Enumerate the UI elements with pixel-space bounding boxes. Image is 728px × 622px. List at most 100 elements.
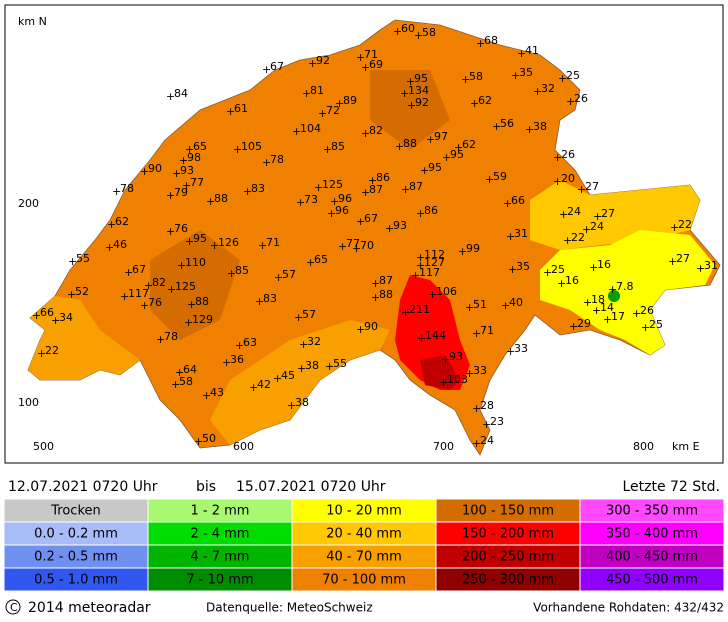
station-marker: + [105,241,114,254]
station-value: 90 [364,320,378,333]
station-marker: + [407,99,416,112]
station-value: 88 [195,295,209,308]
station-marker: + [577,183,586,196]
station-value: 88 [214,192,228,205]
station-value: 52 [75,285,89,298]
station-value: 95 [450,148,464,161]
station-marker: + [338,240,347,253]
station-marker: + [472,327,481,340]
station-marker: + [395,140,404,153]
region-south [210,320,390,445]
station-value: 25 [649,318,663,331]
station-marker: + [557,277,566,290]
station-value: 67 [364,212,378,225]
station-marker: + [194,435,203,448]
station-value: 79 [174,186,188,199]
station-value: 67 [132,263,146,276]
station-value: 63 [243,336,257,349]
station-value: 127 [424,256,445,269]
station-marker: + [273,372,282,385]
station-value: 144 [425,329,446,342]
station-value: 71 [480,324,494,337]
station-marker: + [243,185,252,198]
station-marker: + [393,25,402,38]
station-marker: + [406,75,415,88]
legend-label: 250 - 300 mm [462,573,554,588]
station-marker: + [356,215,365,228]
station-marker: + [441,353,450,366]
station-value: 78 [120,182,134,195]
axis-label: 700 [433,440,454,453]
station-marker: + [327,207,336,220]
station-marker: + [258,239,267,252]
station-marker: + [297,362,306,375]
station-value: 25 [566,69,580,82]
station-value: 77 [190,176,204,189]
period-from: 12.07.2021 0720 Uhr [8,479,158,495]
station-marker: + [454,141,463,154]
station-value: 83 [251,182,265,195]
station-value: 76 [148,296,162,309]
station-marker: + [492,120,501,133]
station-value: 117 [128,287,149,300]
region-east [540,230,715,355]
station-value: 45 [281,369,295,382]
station-value: 71 [364,48,378,61]
station-marker: + [262,156,271,169]
station-marker: + [506,345,515,358]
station-value: 83 [263,292,277,305]
station-value: 50 [202,432,216,445]
period-last: Letzte 72 Std. [622,479,720,495]
legend-swatch [579,567,725,592]
station-value: 43 [210,386,224,399]
station-marker: + [533,85,542,98]
station-marker: + [511,69,520,82]
station-marker: + [428,288,437,301]
station-marker: + [553,151,562,164]
station-marker: + [140,165,149,178]
station-marker: + [323,143,332,156]
station-marker: + [371,277,380,290]
axis-label: 500 [33,440,54,453]
station-marker: + [559,208,568,221]
station-marker: + [294,311,303,324]
region-darkred [420,355,460,390]
station-marker: + [233,143,242,156]
station-marker: + [420,164,429,177]
station-marker: + [401,306,410,319]
station-marker: + [112,185,121,198]
axis-unit: km N [18,15,47,28]
station-value: 42 [257,378,271,391]
station-value: 33 [473,364,487,377]
station-marker: + [184,316,193,329]
station-value: 99 [466,242,480,255]
station-marker: + [262,63,271,76]
station-marker: + [274,271,283,284]
station-marker: + [670,221,679,234]
station-value: 35 [519,66,533,79]
station-marker: + [508,263,517,276]
station-marker: + [668,255,677,268]
station-value: 71 [266,236,280,249]
station-value: 31 [514,227,528,240]
station-value: 126 [218,236,239,249]
station-marker: + [144,279,153,292]
region-high [150,230,240,340]
station-value: 35 [516,260,530,273]
station-value: 34 [59,311,73,324]
station-value: 103 [447,373,468,386]
station-marker: + [352,242,361,255]
station-marker: + [255,295,264,308]
station-value: 76 [174,222,188,235]
station-value: 58 [469,70,483,83]
station-value: 92 [415,96,429,109]
station-value: 69 [369,58,383,71]
station-value: 38 [533,120,547,133]
station-marker: + [356,51,365,64]
station-value: 32 [307,335,321,348]
region-red [395,275,470,390]
station-marker: + [439,376,448,389]
station-marker: + [185,235,194,248]
legend-label: 20 - 40 mm [326,527,402,542]
